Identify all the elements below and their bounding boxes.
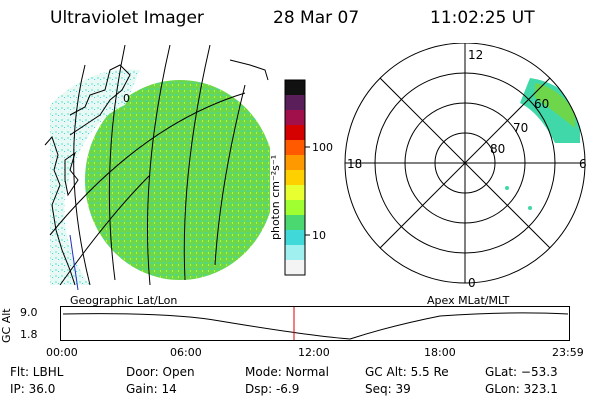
colorbar-band bbox=[285, 155, 305, 171]
mlt-label-18: 18 bbox=[347, 157, 362, 171]
dsp-info: Dsp: -6.9 bbox=[245, 382, 300, 396]
seq-info: Seq: 39 bbox=[365, 382, 411, 396]
colorbar-frame bbox=[284, 79, 306, 276]
colorbar-band bbox=[285, 260, 305, 276]
colorbar-band bbox=[285, 185, 305, 201]
glon-info: GLon: 323.1 bbox=[485, 382, 558, 396]
timeline-frame bbox=[60, 306, 570, 341]
terminator-line bbox=[69, 234, 79, 290]
colorbar-band bbox=[285, 245, 305, 261]
colorbar-band bbox=[285, 95, 305, 111]
colorbar-band bbox=[285, 80, 305, 96]
colorbar-gradient bbox=[285, 80, 305, 276]
door-info: Door: Open bbox=[126, 365, 195, 379]
geographic-image: 0 bbox=[44, 45, 270, 290]
auroral-dot bbox=[528, 206, 532, 210]
timeline-ytick-bottom: 1.8 bbox=[20, 328, 38, 341]
mlt-label-0: 0 bbox=[468, 276, 476, 290]
colorbar-band bbox=[285, 125, 305, 141]
time: 11:02:25 UT bbox=[430, 8, 535, 28]
geographic-grid bbox=[49, 45, 246, 286]
gc-alt-info: GC Alt: 5.5 Re bbox=[365, 365, 449, 379]
mlat-label-70: 70 bbox=[513, 121, 528, 135]
left-panel-caption: Geographic Lat/Lon bbox=[70, 294, 178, 307]
timeline-xtick-0600: 06:00 bbox=[170, 346, 202, 359]
glat-info: GLat: −53.3 bbox=[485, 365, 558, 379]
ip-info: IP: 36.0 bbox=[10, 382, 56, 396]
gain-info: Gain: 14 bbox=[126, 382, 177, 396]
colorbar-band bbox=[285, 215, 305, 231]
colorbar-band bbox=[285, 140, 305, 156]
right-panel-caption: Apex MLat/MLT bbox=[427, 294, 510, 307]
colorbar-tick-100: 100 bbox=[312, 141, 333, 154]
timeline-xtick-1800: 18:00 bbox=[424, 346, 456, 359]
mlat-label-60: 60 bbox=[534, 97, 549, 111]
title: Ultraviolet Imager bbox=[50, 8, 204, 28]
mlt-label-6: 6 bbox=[579, 157, 587, 171]
colorbar-band bbox=[285, 170, 305, 186]
timeline-ytick-top: 9.0 bbox=[20, 306, 38, 319]
mlt-spokes bbox=[345, 43, 585, 283]
colorbar: 100 10 photon cm⁻²s⁻¹ bbox=[270, 79, 333, 276]
polar-plot: 12 18 6 0 60 70 80 bbox=[344, 43, 587, 290]
uv-glow bbox=[85, 80, 270, 280]
mlt-label-12: 12 bbox=[468, 48, 483, 62]
geo-mark-0: 0 bbox=[123, 92, 130, 105]
timeline-ylabel-text: GC Alt bbox=[0, 308, 13, 343]
colorbar-band bbox=[285, 230, 305, 246]
timeline-xtick-0000: 00:00 bbox=[46, 346, 78, 359]
colorbar-tick-10: 10 bbox=[312, 229, 326, 242]
colorbar-band bbox=[285, 110, 305, 126]
gc-altitude-curve bbox=[62, 312, 569, 340]
timeline-plot bbox=[60, 306, 570, 341]
auroral-core bbox=[535, 83, 575, 128]
mlat-label-80: 80 bbox=[490, 142, 505, 156]
auroral-dot bbox=[505, 186, 509, 190]
colorbar-band bbox=[285, 200, 305, 216]
mode-info: Mode: Normal bbox=[245, 365, 329, 379]
timeline-xtick-2359: 23:59 bbox=[552, 346, 584, 359]
filter-info: Flt: LBHL bbox=[10, 365, 64, 379]
coastlines bbox=[44, 59, 269, 286]
uv-glow-edge bbox=[50, 69, 140, 285]
timeline-ylabel: GC Alt bbox=[0, 303, 14, 347]
timeline-xtick-1200: 12:00 bbox=[298, 346, 330, 359]
date: 28 Mar 07 bbox=[273, 8, 360, 28]
colorbar-unit-label: photon cm⁻²s⁻¹ bbox=[270, 155, 282, 240]
